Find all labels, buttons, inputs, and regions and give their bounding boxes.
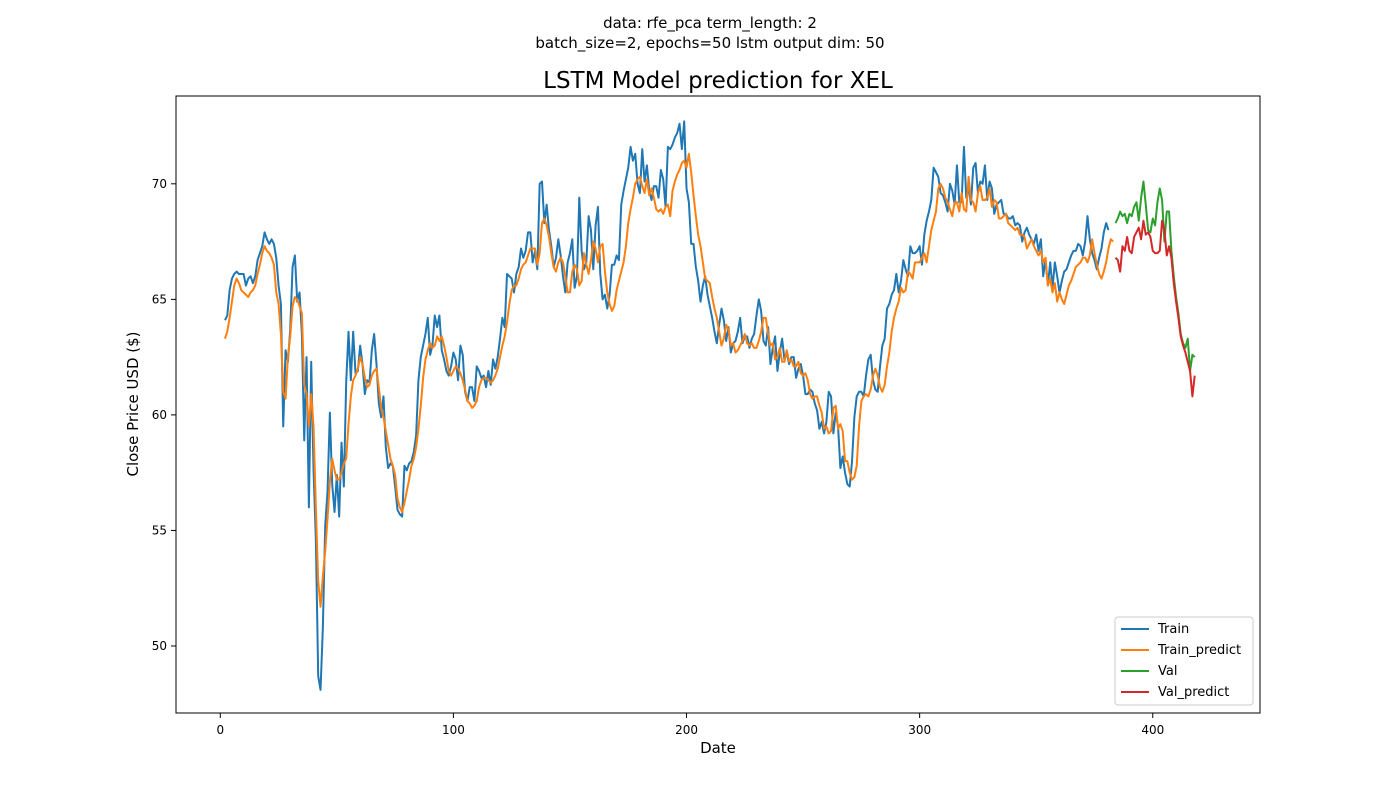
legend-label: Val [1158,664,1177,679]
legend-label: Val_predict [1158,685,1229,700]
x-tick-label: 0 [216,723,224,737]
y-tick-label: 65 [152,292,167,306]
y-tick-label: 70 [152,177,167,191]
plot-area: 0 100 200 300 400 50 55 60 65 70 [152,95,1261,737]
x-tick-label: 300 [908,723,931,737]
y-tick-label: 60 [152,408,167,422]
legend-box [1114,616,1254,706]
legend-label: Train [1157,622,1189,637]
chart-title: LSTM Model prediction for XEL [543,68,893,94]
series-line-train-predict [224,152,1114,608]
x-tick-label: 100 [442,723,465,737]
legend: Train Train_predict Val Val_predict [1114,616,1254,706]
x-tick-label: 200 [675,723,698,737]
y-axis-ticks: 50 55 60 65 70 [152,177,176,653]
x-tick-label: 400 [1141,723,1164,737]
y-tick-label: 50 [152,639,167,653]
y-axis-label: Close Price USD ($) [124,331,142,476]
figure-suptitle-line1: data: rfe_pca term_length: 2 [603,14,817,33]
axes-frame [175,95,1261,714]
legend-label: Train_predict [1157,643,1241,658]
series-layer [224,120,1196,691]
y-tick-label: 55 [152,523,167,537]
figure-suptitle-line2: batch_size=2, epochs=50 lstm output dim:… [535,34,884,53]
x-axis-ticks: 0 100 200 300 400 [216,713,1164,737]
series-line-val-predict [1114,219,1196,398]
x-axis-label: Date [700,739,736,757]
